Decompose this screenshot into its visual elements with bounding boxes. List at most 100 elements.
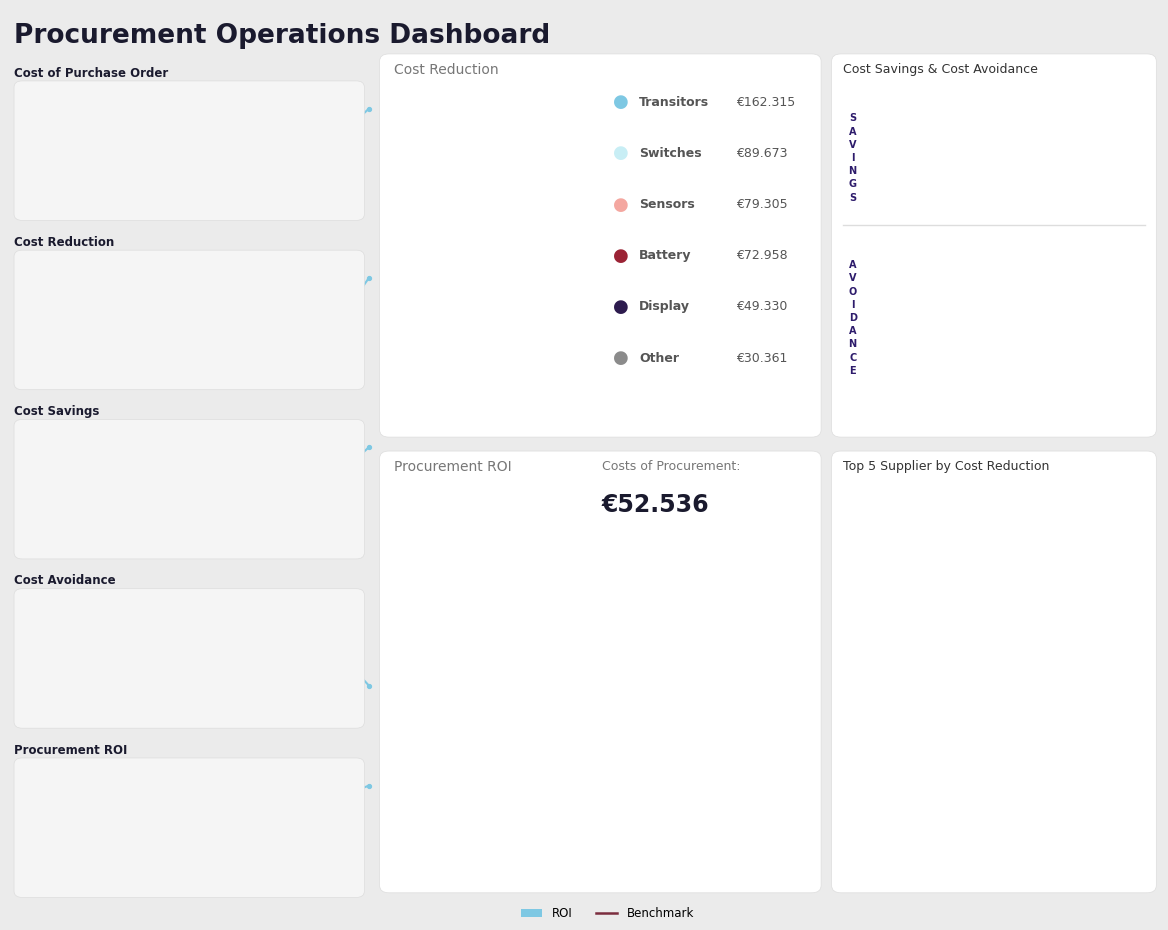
Text: Cost of Purchase Order: Cost of Purchase Order bbox=[14, 67, 168, 80]
Text: 15 %: 15 % bbox=[1048, 157, 1073, 167]
Text: €14.244: €14.244 bbox=[1076, 702, 1133, 715]
Text: Supplier 0793: Supplier 0793 bbox=[855, 580, 943, 593]
Text: ●: ● bbox=[613, 93, 628, 112]
Bar bbox=[892, 155, 1044, 169]
Text: 7,3%: 7,3% bbox=[126, 619, 176, 637]
Wedge shape bbox=[424, 170, 480, 226]
Text: €162.315: €162.315 bbox=[736, 96, 795, 109]
Text: Display: Display bbox=[850, 108, 887, 118]
Text: ●: ● bbox=[613, 195, 628, 214]
Text: Battery: Battery bbox=[850, 206, 887, 217]
Bar bbox=[892, 130, 1044, 144]
Text: !: ! bbox=[62, 658, 74, 686]
Text: Procurement Operations Dashboard: Procurement Operations Dashboard bbox=[14, 23, 550, 49]
Text: 16 %: 16 % bbox=[1058, 108, 1083, 118]
Bar bbox=[892, 324, 1014, 337]
Text: Supplier 0156: Supplier 0156 bbox=[855, 763, 943, 776]
Text: Display: Display bbox=[639, 300, 690, 313]
Text: 7,0 %: 7,0 % bbox=[1017, 326, 1045, 335]
FancyBboxPatch shape bbox=[843, 507, 1145, 556]
Text: Cost Reduction: Cost Reduction bbox=[394, 63, 499, 77]
Wedge shape bbox=[411, 207, 456, 288]
Text: 5 Year Trend: 5 Year Trend bbox=[293, 676, 353, 686]
Text: Switches: Switches bbox=[843, 276, 888, 286]
Text: €483.941: €483.941 bbox=[126, 281, 221, 299]
Text: This Year: This Year bbox=[126, 338, 171, 348]
Bar bbox=[892, 81, 1064, 95]
Text: Other: Other bbox=[858, 157, 887, 167]
Text: €20.947: €20.947 bbox=[1076, 580, 1133, 593]
Text: Cost Avoidance: Cost Avoidance bbox=[14, 575, 116, 588]
Text: Cost Savings: Cost Savings bbox=[14, 405, 99, 419]
Text: 5 Year Trend: 5 Year Trend bbox=[293, 845, 353, 856]
Bar bbox=[892, 250, 1063, 264]
Text: Cost Savings & Cost Avoidance: Cost Savings & Cost Avoidance bbox=[843, 63, 1038, 76]
Text: Procurement ROI: Procurement ROI bbox=[14, 744, 127, 757]
Text: ●: ● bbox=[613, 349, 628, 367]
Text: Procurement ROI: Procurement ROI bbox=[394, 460, 512, 474]
Text: 17 %: 17 % bbox=[1069, 83, 1093, 93]
Text: 9,2: 9,2 bbox=[126, 789, 159, 806]
Text: €10.474: €10.474 bbox=[1076, 823, 1133, 836]
Circle shape bbox=[63, 290, 72, 300]
Bar bbox=[682, 593, 721, 795]
Text: 6,5 %: 6,5 % bbox=[1009, 350, 1036, 360]
Text: This Year: This Year bbox=[126, 507, 171, 517]
FancyBboxPatch shape bbox=[843, 800, 1145, 860]
Text: Switches: Switches bbox=[639, 147, 702, 160]
Bar bbox=[494, 613, 533, 795]
Text: Other: Other bbox=[639, 352, 679, 365]
Text: €13.144: €13.144 bbox=[126, 112, 209, 129]
Wedge shape bbox=[466, 164, 500, 205]
FancyBboxPatch shape bbox=[23, 775, 112, 879]
Text: ●: ● bbox=[613, 144, 628, 163]
Text: Transitors: Transitors bbox=[639, 96, 709, 109]
Polygon shape bbox=[37, 298, 98, 357]
Ellipse shape bbox=[33, 456, 91, 521]
Polygon shape bbox=[28, 612, 107, 703]
Bar bbox=[892, 106, 1055, 119]
Text: Costs of Procurement:: Costs of Procurement: bbox=[602, 460, 741, 473]
Ellipse shape bbox=[83, 470, 99, 484]
FancyBboxPatch shape bbox=[843, 618, 1145, 678]
Text: €12.568: €12.568 bbox=[1076, 763, 1133, 776]
Text: 9,8 %: 9,8 % bbox=[1066, 252, 1093, 262]
Text: Cost Reduction: Cost Reduction bbox=[14, 236, 114, 249]
Bar bbox=[432, 598, 471, 795]
Text: Supplier 0147: Supplier 0147 bbox=[855, 702, 943, 715]
FancyBboxPatch shape bbox=[843, 678, 1145, 738]
Text: Display: Display bbox=[851, 252, 888, 262]
Text: €49.330: €49.330 bbox=[736, 300, 787, 313]
Polygon shape bbox=[37, 144, 98, 183]
Text: Sensors: Sensors bbox=[848, 181, 887, 192]
Text: 5 Year Trend: 5 Year Trend bbox=[293, 168, 353, 179]
Ellipse shape bbox=[44, 458, 54, 466]
Text: ●: ● bbox=[613, 298, 628, 316]
Text: Sensors: Sensors bbox=[639, 198, 695, 211]
Text: Supplier 0635: Supplier 0635 bbox=[855, 641, 943, 654]
Text: A
V
O
I
D
A
N
C
E: A V O I D A N C E bbox=[848, 260, 857, 376]
Bar bbox=[619, 644, 658, 795]
Bar bbox=[892, 205, 983, 219]
Text: This Year: This Year bbox=[126, 168, 171, 179]
Legend: ROI, Benchmark: ROI, Benchmark bbox=[516, 902, 698, 924]
Text: Sensors: Sensors bbox=[849, 301, 888, 311]
Text: €79.305: €79.305 bbox=[736, 198, 787, 211]
Text: 9,0 %: 9,0 % bbox=[987, 206, 1015, 217]
Text: Top: Top bbox=[980, 525, 1008, 538]
Bar bbox=[892, 180, 1014, 193]
Text: S
A
V
I
N
G
S: S A V I N G S bbox=[849, 113, 856, 203]
Text: Battery: Battery bbox=[851, 374, 888, 384]
Text: Transitors: Transitors bbox=[839, 132, 887, 142]
Text: Supplier 0789: Supplier 0789 bbox=[855, 823, 943, 836]
Bar bbox=[892, 372, 978, 386]
Text: 9,0 %: 9,0 % bbox=[1052, 276, 1079, 286]
FancyBboxPatch shape bbox=[843, 556, 1145, 618]
Wedge shape bbox=[488, 279, 576, 341]
Wedge shape bbox=[500, 164, 589, 298]
Text: 5 Year Trend: 5 Year Trend bbox=[293, 338, 353, 348]
Text: 13,5%: 13,5% bbox=[126, 450, 189, 468]
Text: €18.852: €18.852 bbox=[1076, 641, 1133, 654]
Text: 8,6 %: 8,6 % bbox=[1045, 301, 1072, 311]
Text: Top 5 Supplier by Cost Reduction: Top 5 Supplier by Cost Reduction bbox=[843, 460, 1050, 473]
